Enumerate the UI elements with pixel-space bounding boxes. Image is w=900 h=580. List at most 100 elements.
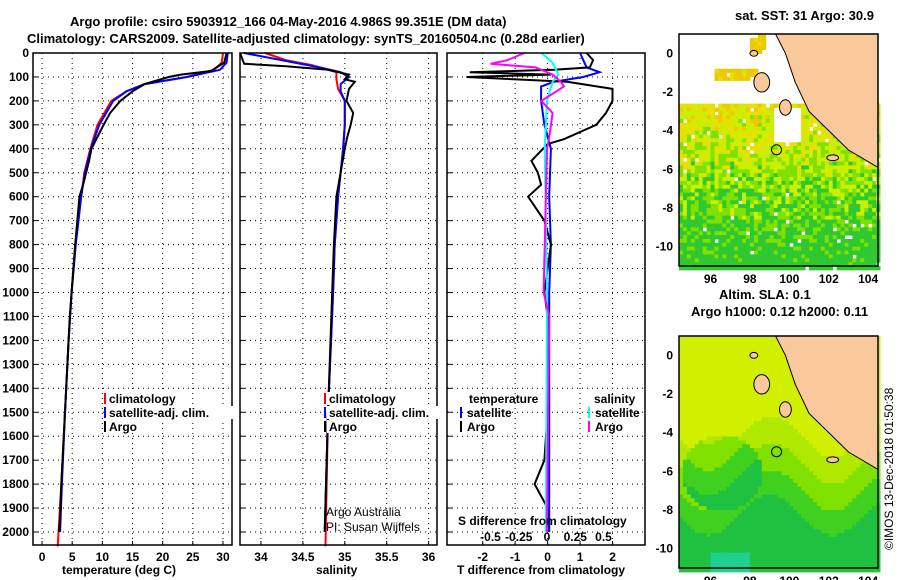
x-tick-label: 2: [609, 550, 616, 564]
legend-label: satellite-adj. clim.: [329, 406, 429, 420]
title-line-2: Climatology: CARS2009. Satellite-adjuste…: [27, 31, 585, 46]
y-tick-label: 800: [9, 238, 29, 252]
argo-position-marker: [771, 144, 783, 156]
map-y-tick: -6: [662, 162, 673, 176]
series-t-argo: [466, 52, 614, 532]
sla-map: 96 98 100 102 104 0 -2 -4 -6 -8 -10: [656, 335, 881, 580]
legend-label: Argo: [595, 420, 623, 434]
island: [778, 401, 792, 418]
legend-label: Argo: [109, 420, 137, 434]
plot-frame: [32, 52, 233, 546]
x-tick-label: 20: [156, 550, 170, 564]
map-x-tick: 98: [743, 272, 757, 286]
y-tick-label: 1900: [2, 501, 29, 515]
temperature-xlabel: temperature (deg C): [62, 563, 176, 577]
y-tick-label: 1800: [2, 477, 29, 491]
map-x-tick: 104: [858, 272, 878, 286]
map-x-tick: 100: [779, 272, 799, 286]
x-tick-label: -2: [477, 550, 488, 564]
island: [753, 72, 771, 93]
profile-panel-0: 0 5 10 15 20 25 300100200300400500600700800900…: [2, 46, 243, 564]
y-tick-label: 2000: [2, 525, 29, 539]
sla-map-title: Altim. SLA: 0.1: [719, 287, 811, 302]
legend-label: Argo: [467, 420, 495, 434]
map-y-tick: 0: [666, 46, 673, 60]
x-tick-label: 0: [39, 550, 46, 564]
sdiff-label: S difference from climatology: [458, 514, 627, 528]
y-tick-label: 1100: [3, 309, 29, 323]
timestamp: ©IMOS 13-Dec-2018 01:50:38: [882, 387, 896, 550]
y-tick-label: 1500: [2, 405, 29, 419]
legend-swatch: [324, 407, 326, 418]
legend-swatch: [104, 407, 106, 418]
map-frame: [678, 33, 879, 267]
profile-panel-1: 34 34.5 35 35.5 36 climatologysatellite-adj. …: [239, 52, 463, 564]
legend-swatch: [324, 393, 326, 404]
y-tick-label: 400: [9, 142, 29, 156]
legend-swatch: [324, 421, 326, 432]
y-tick-label: 200: [9, 94, 29, 108]
sst-map-title: sat. SST: 31 Argo: 30.9: [735, 8, 874, 23]
sst-map: 96 98 100 102 104 0 -2 -4 -6 -8 -10: [656, 33, 881, 286]
x-tick-label: 34: [254, 550, 268, 564]
sla-map-subtitle: Argo h1000: 0.12 h2000: 0.11: [691, 304, 868, 319]
x2-tick-label: -0.5: [480, 530, 501, 544]
credit-line-2: PI: Susan Wijffels: [326, 520, 420, 534]
x2-tick-label: 0: [544, 530, 551, 544]
x-tick-label: 34.5: [291, 550, 315, 564]
legend-swatch: [588, 421, 590, 432]
legend-swatch: [460, 421, 462, 432]
map-y-tick: 0: [666, 348, 673, 362]
series-satellite-adj-clim-: [244, 52, 351, 533]
series-argo: [239, 52, 357, 533]
island: [749, 351, 759, 359]
map-y-tick: -10: [656, 542, 674, 556]
y-tick-label: 600: [9, 190, 29, 204]
x2-tick-label: 0.5: [595, 530, 612, 544]
series-s-satellite: [540, 52, 560, 533]
series-climatology: [56, 52, 224, 547]
plot-frame: [446, 52, 646, 546]
legend-label: climatology: [329, 392, 396, 406]
map-x-tick: 96: [704, 272, 718, 286]
tdiff-xlabel: T difference from climatology: [457, 563, 625, 577]
map-y-tick: -8: [662, 201, 673, 215]
island: [826, 456, 840, 464]
y-tick-label: 700: [9, 214, 29, 228]
series-argo: [57, 52, 228, 533]
y-tick-label: 500: [9, 166, 29, 180]
legend-swatch: [588, 407, 590, 418]
title-line-1: Argo profile: csiro 5903912_166 04-May-2…: [70, 14, 506, 29]
y-tick-label: 1000: [2, 286, 29, 300]
legend-swatch: [104, 393, 106, 404]
x-tick-label: 35.5: [375, 550, 399, 564]
island: [753, 374, 771, 395]
legend-title-temperature: temperature: [469, 392, 539, 406]
series-t-satellite: [540, 52, 603, 532]
legend-label: Argo: [329, 420, 357, 434]
map-x-tick: 102: [819, 272, 839, 286]
y-tick-label: 100: [9, 70, 29, 84]
map-y-tick: -4: [662, 426, 673, 440]
legend-label: satellite: [467, 406, 512, 420]
plot-frame: [239, 52, 438, 546]
credit-line-1: Argo Australia: [326, 505, 401, 519]
map-x-tick: 104: [858, 574, 878, 580]
profile-panel-2: -2 -1 0 1 2 -0.5 -0.25 0 0.25 0.5 temperature salin…: [446, 52, 646, 564]
map-x-tick: 98: [743, 574, 757, 580]
map-x-tick: 100: [779, 574, 799, 580]
legend-swatch: [104, 421, 106, 432]
map-x-tick: 102: [819, 574, 839, 580]
y-tick-label: 300: [9, 118, 29, 132]
map-y-tick: -10: [656, 240, 674, 254]
legend-label: satellite-adj. clim.: [109, 406, 209, 420]
legend-label: climatology: [109, 392, 176, 406]
map-y-tick: -2: [662, 85, 673, 99]
map-x-tick: 96: [704, 574, 718, 580]
y-tick-label: 1400: [2, 381, 29, 395]
salinity-xlabel: salinity: [316, 563, 358, 577]
y-tick-label: 900: [9, 262, 29, 276]
argo-position-marker: [771, 446, 783, 458]
x-tick-label: 5: [69, 550, 76, 564]
